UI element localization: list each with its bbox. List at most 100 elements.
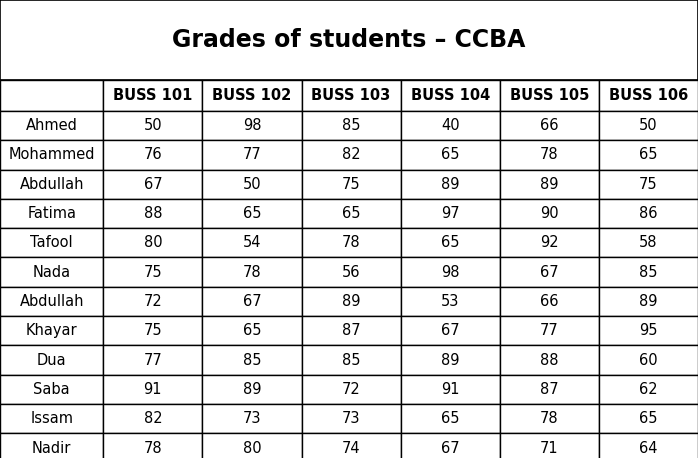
Bar — [401, 404, 500, 433]
Bar — [103, 111, 202, 140]
Bar — [302, 345, 401, 375]
Text: BUSS 101: BUSS 101 — [113, 88, 193, 103]
Bar — [0, 228, 103, 257]
Text: 67: 67 — [144, 177, 162, 192]
Bar — [103, 80, 202, 111]
Bar — [0, 111, 103, 140]
Text: 65: 65 — [243, 206, 261, 221]
Text: 78: 78 — [540, 147, 558, 163]
Text: 66: 66 — [540, 118, 558, 133]
Bar — [599, 140, 698, 169]
Text: 78: 78 — [342, 235, 360, 251]
Text: 67: 67 — [540, 265, 558, 280]
Bar — [500, 140, 599, 169]
Text: Nadir: Nadir — [32, 441, 71, 456]
Text: 65: 65 — [441, 235, 459, 251]
Text: 85: 85 — [243, 353, 261, 368]
Bar — [0, 169, 103, 199]
Text: 65: 65 — [342, 206, 360, 221]
Text: 88: 88 — [540, 353, 558, 368]
Text: 73: 73 — [243, 411, 261, 426]
Text: 89: 89 — [243, 382, 261, 397]
Bar — [401, 80, 500, 111]
Text: 75: 75 — [144, 323, 162, 338]
Bar — [202, 345, 302, 375]
Bar — [0, 433, 103, 458]
Bar — [202, 169, 302, 199]
Text: 91: 91 — [144, 382, 162, 397]
Text: 85: 85 — [342, 118, 360, 133]
Text: 64: 64 — [639, 441, 658, 456]
Text: 50: 50 — [144, 118, 162, 133]
Bar — [599, 345, 698, 375]
Bar — [302, 228, 401, 257]
Text: BUSS 104: BUSS 104 — [410, 88, 490, 103]
Bar — [401, 199, 500, 228]
Bar — [202, 111, 302, 140]
Bar — [500, 169, 599, 199]
Bar — [0, 375, 103, 404]
Text: 80: 80 — [243, 441, 261, 456]
Bar — [103, 169, 202, 199]
Text: 98: 98 — [243, 118, 261, 133]
Bar — [401, 345, 500, 375]
Bar — [302, 375, 401, 404]
Bar — [401, 257, 500, 287]
Bar — [500, 433, 599, 458]
Bar — [500, 375, 599, 404]
Bar — [500, 287, 599, 316]
Text: 65: 65 — [441, 411, 459, 426]
Bar — [302, 199, 401, 228]
Bar — [202, 287, 302, 316]
Text: BUSS 106: BUSS 106 — [609, 88, 688, 103]
Bar — [0, 80, 103, 111]
Bar — [302, 111, 401, 140]
Bar — [500, 316, 599, 345]
Text: 82: 82 — [144, 411, 162, 426]
Text: 87: 87 — [540, 382, 558, 397]
Text: 74: 74 — [342, 441, 360, 456]
Bar — [302, 257, 401, 287]
Text: 80: 80 — [144, 235, 162, 251]
Text: 91: 91 — [441, 382, 459, 397]
Text: BUSS 102: BUSS 102 — [212, 88, 292, 103]
Text: BUSS 105: BUSS 105 — [510, 88, 589, 103]
Bar — [401, 228, 500, 257]
Text: Khayar: Khayar — [26, 323, 77, 338]
Bar — [302, 287, 401, 316]
Bar — [103, 257, 202, 287]
Text: 65: 65 — [243, 323, 261, 338]
Bar — [103, 316, 202, 345]
Text: 88: 88 — [144, 206, 162, 221]
Text: 65: 65 — [441, 147, 459, 163]
Text: 78: 78 — [540, 411, 558, 426]
Text: 89: 89 — [342, 294, 360, 309]
Text: Abdullah: Abdullah — [20, 177, 84, 192]
Text: 58: 58 — [639, 235, 658, 251]
Text: 98: 98 — [441, 265, 459, 280]
Bar — [302, 80, 401, 111]
Bar — [599, 228, 698, 257]
Text: Grades of students – CCBA: Grades of students – CCBA — [172, 28, 526, 52]
Bar — [401, 140, 500, 169]
Text: 77: 77 — [540, 323, 558, 338]
Text: 89: 89 — [441, 353, 459, 368]
Text: 95: 95 — [639, 323, 658, 338]
Text: Abdullah: Abdullah — [20, 294, 84, 309]
Text: 82: 82 — [342, 147, 360, 163]
Bar — [401, 287, 500, 316]
Text: 77: 77 — [144, 353, 162, 368]
Bar — [202, 228, 302, 257]
Text: 90: 90 — [540, 206, 558, 221]
Text: 78: 78 — [243, 265, 261, 280]
Bar — [0, 0, 698, 80]
Bar — [500, 228, 599, 257]
Text: 67: 67 — [441, 323, 459, 338]
Text: 56: 56 — [342, 265, 360, 280]
Text: 75: 75 — [144, 265, 162, 280]
Text: 67: 67 — [441, 441, 459, 456]
Text: 54: 54 — [243, 235, 261, 251]
Text: 77: 77 — [243, 147, 261, 163]
Bar — [401, 316, 500, 345]
Bar — [302, 404, 401, 433]
